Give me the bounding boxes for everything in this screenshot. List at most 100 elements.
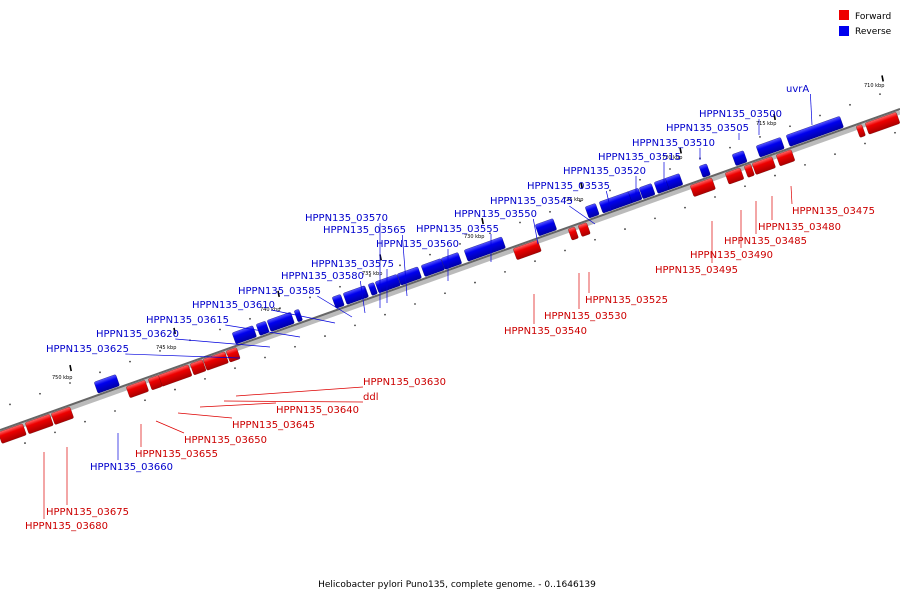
gene-label-hppn135-03480: HPPN135_03480 (758, 222, 841, 233)
reverse-gene-box (732, 150, 748, 166)
reverse-gene-box (421, 258, 445, 277)
guide-dot (384, 313, 386, 316)
guide-dot (489, 232, 491, 235)
leader-line (532, 218, 539, 245)
gene-label-hppn135-03545: HPPN135_03545 (490, 196, 573, 207)
leader-line (223, 400, 364, 403)
tick-label: 750 kbp (52, 375, 72, 381)
reverse-gene-box (397, 266, 422, 286)
reverse-gene-box (375, 274, 401, 293)
guide-dot (744, 185, 746, 188)
reverse-gene-box (332, 294, 345, 309)
tick-mark (481, 217, 484, 225)
gene-label-hppn135-03660: HPPN135_03660 (90, 462, 173, 473)
reverse-gene-box (786, 116, 844, 147)
guide-dot (624, 228, 626, 230)
reverse-gene-box (535, 218, 557, 236)
gene-label-hppn135-03585: HPPN135_03585 (238, 286, 321, 297)
forward-gene-box (190, 359, 206, 375)
gene-label-uvra: uvrA (786, 84, 809, 95)
gene-label-hppn135-03540: HPPN135_03540 (504, 326, 587, 337)
gene-label-ddl: ddl (363, 392, 378, 403)
leader-line (235, 386, 364, 397)
gene-label-hppn135-03615: HPPN135_03615 (146, 315, 229, 326)
leader-line (155, 420, 185, 434)
guide-dot (579, 200, 581, 203)
guide-dot (639, 178, 641, 181)
guide-dot (339, 285, 341, 288)
tick-label: 730 kbp (464, 234, 484, 240)
guide-dot (114, 410, 116, 412)
forward-gene-box (25, 414, 54, 434)
guide-dot (204, 377, 206, 380)
guide-dot (849, 103, 851, 106)
tick-label: 735 kbp (362, 271, 382, 277)
tick-label: 710 kbp (864, 83, 884, 89)
reverse-gene-box (464, 236, 506, 262)
reverse-gene-box (585, 203, 600, 219)
tick-label: 720 kbp (662, 155, 682, 161)
guide-dot (69, 382, 71, 384)
leader-line (401, 234, 408, 297)
reverse-gene-box (368, 282, 378, 296)
legend: Forward Reverse (839, 10, 892, 37)
reverse-gene-box (654, 178, 670, 194)
forward-gene-box (865, 112, 900, 135)
axis-line (0, 108, 900, 431)
gene-label-hppn135-03520: HPPN135_03520 (563, 166, 646, 177)
leader-line (790, 185, 793, 205)
leader-line (271, 309, 336, 324)
tick-label: 715 kbp (756, 121, 776, 127)
reverse-gene-box (639, 183, 655, 199)
guide-dot (459, 243, 461, 245)
gene-label-hppn135-03625: HPPN135_03625 (46, 344, 129, 355)
guide-dot (669, 168, 671, 170)
guide-dot (549, 210, 551, 213)
legend-label-forward: Forward (855, 12, 891, 22)
reverse-gene-box (94, 374, 120, 394)
gene-label-hppn135-03680: HPPN135_03680 (25, 521, 108, 532)
leader-line (569, 205, 596, 225)
gene-label-hppn135-03610: HPPN135_03610 (192, 300, 275, 311)
gene-label-hppn135-03475: HPPN135_03475 (792, 206, 875, 217)
gene-label-hppn135-03500: HPPN135_03500 (699, 109, 782, 120)
gene-label-hppn135-03675: HPPN135_03675 (46, 507, 129, 518)
tick-label: 745 kbp (156, 345, 176, 351)
forward-gene-box (856, 124, 866, 138)
leader-line (317, 295, 353, 318)
legend-swatch-forward (839, 10, 849, 20)
leader-line (175, 338, 271, 348)
legend-item-reverse: Reverse (839, 26, 892, 37)
legend-swatch-reverse (839, 26, 849, 36)
reverse-gene-box (699, 163, 711, 178)
tick-mark (277, 290, 280, 298)
gene-label-hppn135-03485: HPPN135_03485 (724, 236, 807, 247)
tick-mark (881, 75, 884, 82)
guide-dot (429, 253, 431, 256)
guide-dot (399, 264, 401, 267)
guide-dot (39, 392, 41, 395)
guide-dot (774, 174, 776, 177)
guide-dot (234, 367, 236, 370)
guide-dot (54, 431, 56, 434)
gene-labels: uvrA HPPN135_03500 HPPN135_03505 HPPN135_03… (25, 84, 875, 532)
gene-label-hppn135-03490: HPPN135_03490 (690, 250, 773, 261)
guide-dot (714, 196, 716, 198)
tick-label: 740 kbp (260, 307, 280, 313)
guide-dot (369, 275, 371, 277)
forward-gene-box (568, 226, 579, 241)
legend-item-forward: Forward (839, 10, 891, 22)
gene-label-hppn135-03515: HPPN135_03515 (598, 152, 681, 163)
tick-mark (679, 147, 682, 154)
gene-label-hppn135-03495: HPPN135_03495 (655, 265, 738, 276)
tick-mark (69, 364, 72, 372)
gene-label-hppn135-03505: HPPN135_03505 (666, 123, 749, 134)
gene-label-hppn135-03570: HPPN135_03570 (305, 213, 388, 224)
guide-dot (24, 442, 26, 444)
forward-gene-box (226, 347, 241, 363)
guide-dot (789, 125, 791, 128)
reverse-gene-box (256, 321, 270, 336)
tick-mark (773, 113, 776, 121)
